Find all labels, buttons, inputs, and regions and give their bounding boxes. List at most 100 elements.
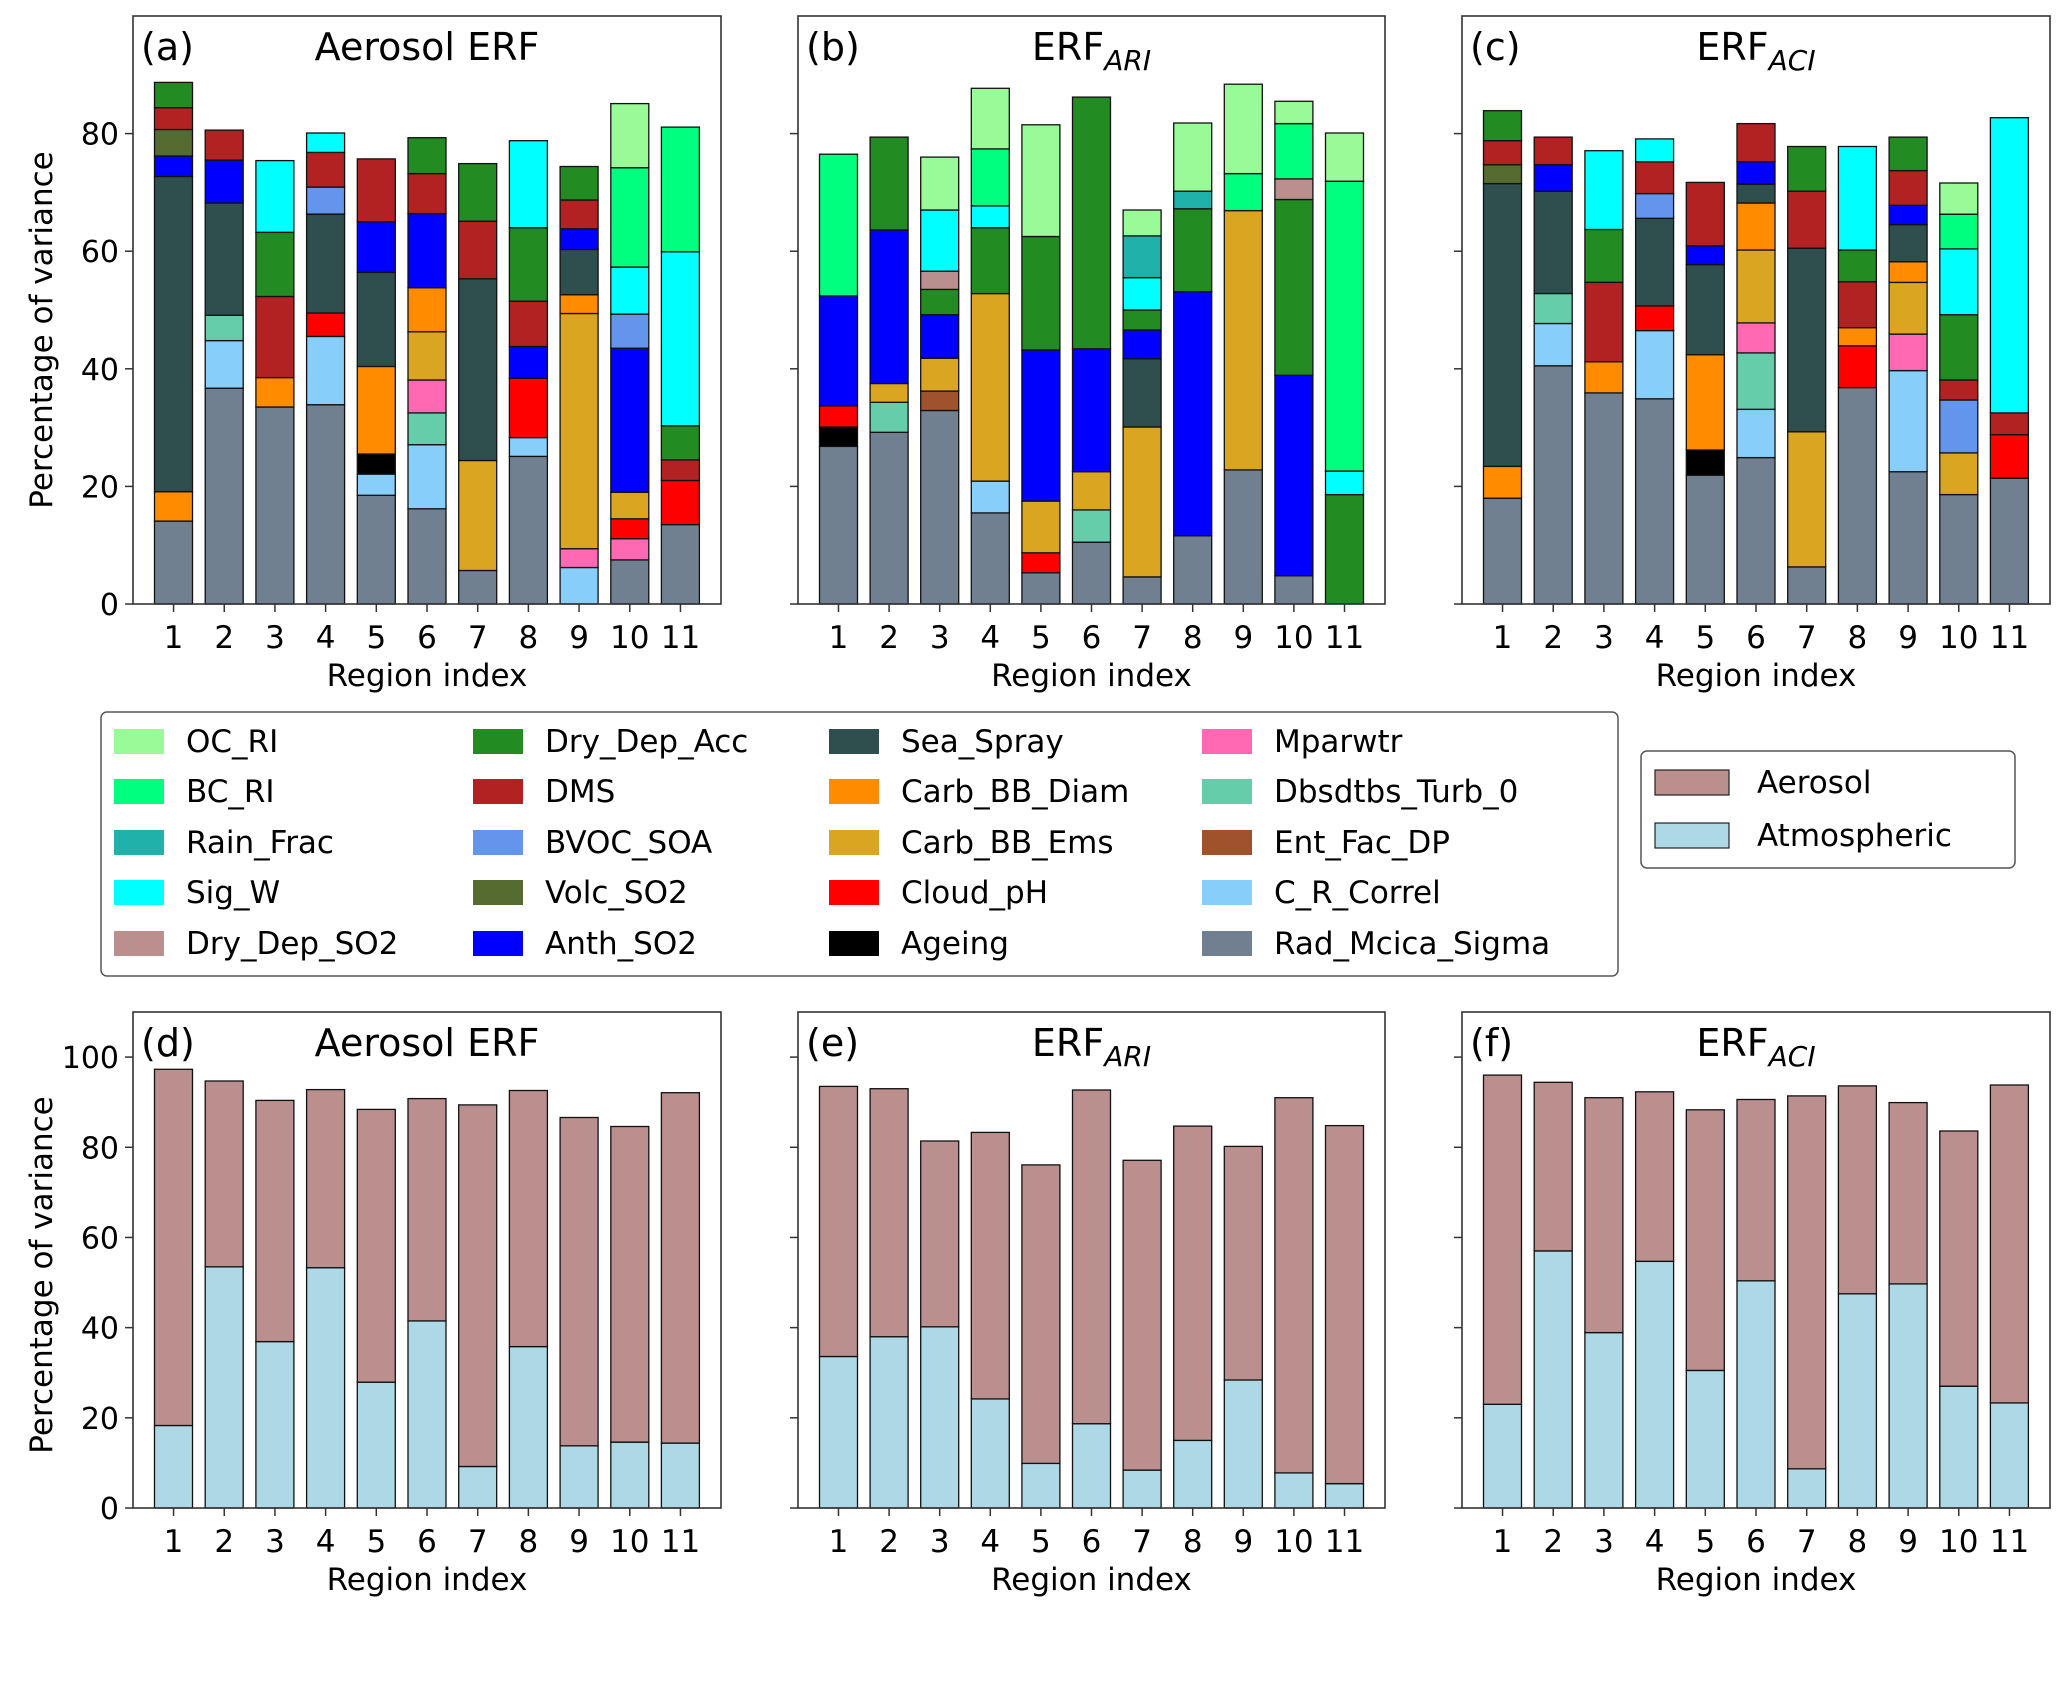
bar-segment-dry-dep-acc (407, 137, 447, 175)
bar-segment-dbsdtbs-turb-0 (204, 314, 244, 342)
bar-segment-aerosol (970, 1131, 1010, 1400)
bar-segment-aerosol (1685, 1109, 1725, 1372)
bar-segment-c-r-correl (356, 473, 396, 496)
y-tick-label: 0 (100, 1492, 119, 1527)
bar-segment-sea-spray (153, 175, 194, 493)
bar-segment-aerosol (305, 1088, 346, 1269)
x-tick-label: 6 (1082, 1524, 1102, 1560)
bar-segment-sea-spray (1482, 182, 1523, 468)
x-axis-label: Region index (327, 1562, 528, 1598)
bar-segment-bc-ri (660, 126, 701, 253)
bar-segment-sig-w (660, 251, 701, 427)
bar-segment-sig-w (970, 205, 1010, 229)
legend-item-dry-dep-acc: Dry_Dep_Acc (473, 724, 748, 760)
bar-segment-atmospheric (559, 1445, 599, 1509)
bar-segment-rad-mcica-sigma (660, 523, 701, 605)
y-tick-label: 80 (81, 1131, 119, 1166)
bar-segment-anth-so2 (1533, 164, 1573, 192)
bar-segment-cloud-ph (1021, 552, 1061, 574)
bar-segment-carb-bb-diam (1736, 202, 1776, 251)
bar-segment-bc-ri (1324, 180, 1365, 472)
bar-segment-atmospheric (1685, 1369, 1725, 1509)
bar-segment-ageing (356, 453, 396, 475)
legend-item-bc-ri: BC_RI (114, 774, 275, 810)
panel-b: 1 2 3 4 5 6 7 8 9 10 11 Region index (b) ERFARI (790, 15, 1386, 694)
bar-segment-carb-bb-ems (1939, 452, 1979, 496)
y-tick-label: 20 (81, 470, 119, 505)
bar-segment-carb-bb-ems (1787, 431, 1827, 568)
legend-item-dms: DMS (473, 774, 615, 810)
panel-label: (c) (1470, 25, 1521, 69)
bar-segment-carb-bb-diam (1888, 261, 1928, 284)
x-tick-label: 2 (1543, 620, 1563, 656)
x-axis-label: Region index (327, 658, 528, 694)
x-tick-label: 11 (661, 1524, 700, 1560)
panel-title-subscript: ARI (1102, 1040, 1151, 1073)
bar-segment-oc-ri (1122, 209, 1162, 237)
bar-segment-dry-dep-acc (1584, 228, 1624, 283)
bar-segment-c-r-correl (508, 436, 549, 458)
bar-segment-dms (1837, 281, 1878, 329)
bar-segment-bc-ri (1939, 213, 1979, 250)
bar-segment-mparwtr (1736, 322, 1776, 354)
legend-swatch (114, 880, 164, 905)
x-tick-label: 5 (366, 620, 386, 656)
bar-segment-anth-so2 (153, 155, 194, 178)
bar-segment-dry-dep-acc (508, 227, 549, 302)
bar-segment-aerosol (1122, 1159, 1162, 1471)
bar-segment-carb-bb-ems (1071, 471, 1112, 511)
legend-swatch (1202, 931, 1252, 956)
bar-segment-carb-bb-ems (407, 331, 447, 381)
bar-segment-rad-mcica-sigma (1634, 398, 1675, 605)
x-tick-label: 3 (930, 620, 950, 656)
bar-segment-cloud-ph (508, 377, 549, 439)
bar-segment-rad-mcica-sigma (1989, 477, 2030, 605)
y-tick-label: 60 (81, 1221, 119, 1256)
bar-segment-atmospheric (1071, 1423, 1112, 1509)
x-tick-label: 7 (1797, 1524, 1817, 1560)
legend-item-ageing: Ageing (829, 926, 1009, 962)
bar-segment-rad-mcica-sigma (1021, 572, 1061, 605)
bar-segment-ageing (1685, 449, 1725, 476)
bars (153, 81, 701, 605)
bar-segment-carb-bb-ems (1122, 426, 1162, 578)
legend-label: Sig_W (186, 875, 280, 911)
bar-segment-rad-mcica-sigma (508, 455, 549, 605)
legend-label: Rain_Frac (186, 825, 334, 861)
bar-segment-mparwtr (610, 538, 650, 561)
bar-segment-c-r-correl (407, 444, 447, 510)
bar-segment-aerosol (610, 1125, 650, 1443)
bar-segment-aerosol (1274, 1097, 1314, 1474)
panel-title-main: ERF (1032, 1021, 1104, 1065)
legend-item-ent-fac-dp: Ent_Fac_DP (1202, 825, 1450, 861)
panel-f: 1 2 3 4 5 6 7 8 9 10 11 Region index (f) ERFACI (1454, 1011, 2051, 1598)
bar-segment-aerosol (1482, 1074, 1523, 1405)
legend-item-atmospheric: Atmospheric (1654, 818, 1952, 854)
bar-segment-sea-spray (458, 278, 498, 462)
panel-label: (a) (141, 25, 194, 69)
bar-segment-sea-spray (1787, 247, 1827, 433)
legend-swatch (829, 729, 879, 754)
x-tick-label: 1 (164, 1524, 184, 1560)
bar-segment-sea-spray (1533, 190, 1573, 295)
bar-segment-dry-dep-acc (1324, 493, 1365, 605)
bars (818, 83, 1365, 605)
bar-segment-dry-dep-so2 (920, 270, 960, 291)
bar-segment-carb-bb-diam (255, 376, 295, 408)
bar-segment-sig-w (610, 266, 650, 315)
legend-label: Carb_BB_Diam (901, 774, 1129, 810)
bar-segment-carb-bb-diam (356, 365, 396, 455)
x-tick-label: 7 (1132, 620, 1152, 656)
legend-swatch (1202, 880, 1252, 905)
legend-label: Cloud_pH (901, 875, 1048, 911)
bar-segment-anth-so2 (1736, 161, 1776, 185)
bar-segment-aerosol (1533, 1081, 1573, 1252)
bar-segment-dry-dep-acc (660, 425, 701, 461)
bar-segment-ageing (818, 426, 859, 448)
bar-segment-carb-bb-diam (153, 491, 194, 522)
bar-segment-dms (1888, 169, 1928, 206)
bar-segment-carb-bb-diam (1837, 326, 1878, 347)
x-tick-label: 3 (265, 620, 285, 656)
x-tick-label: 11 (661, 620, 700, 656)
